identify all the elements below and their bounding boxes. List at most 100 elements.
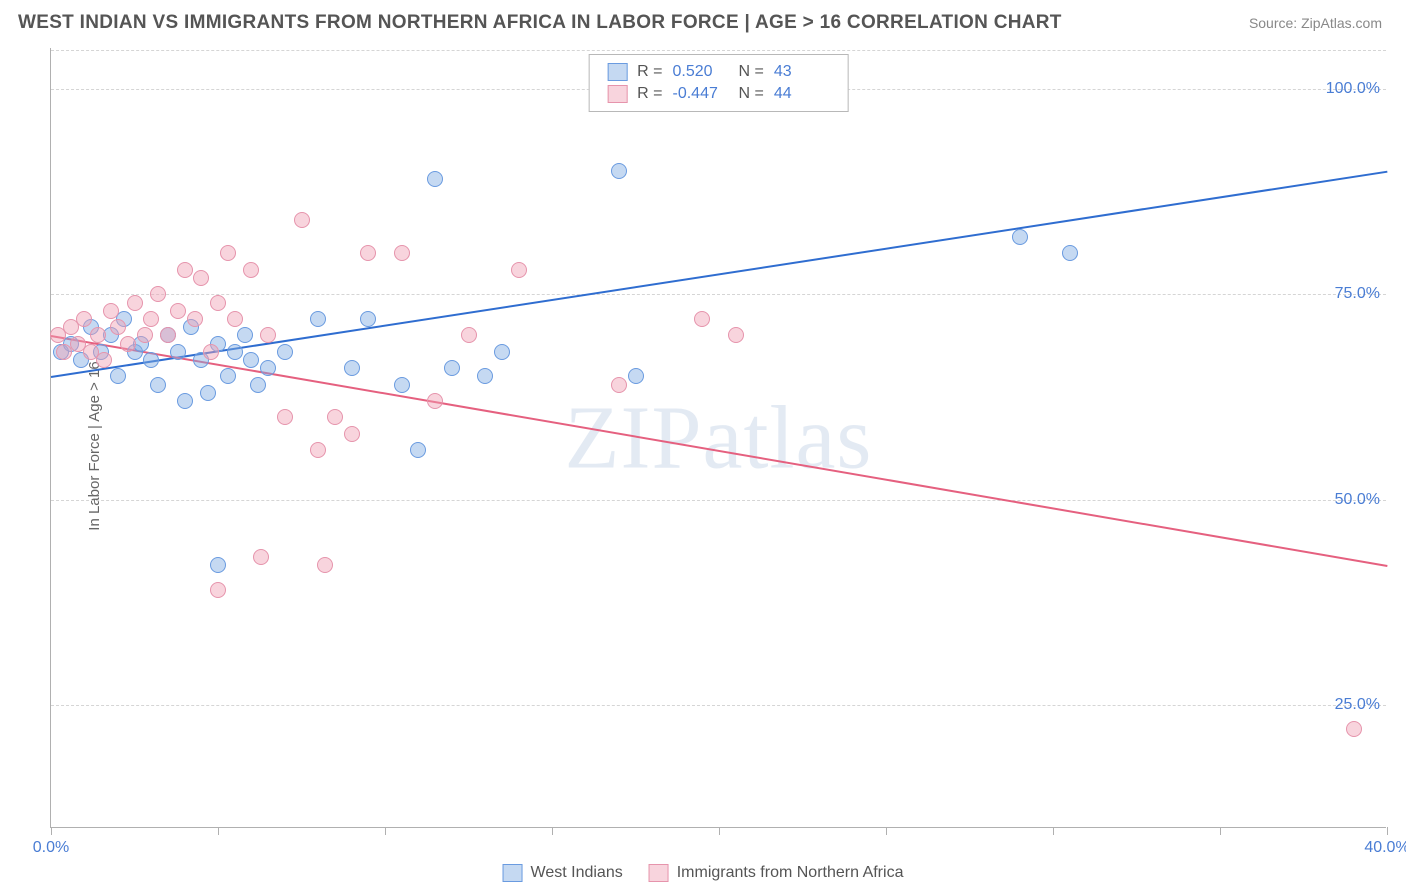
- data-point-west_indians: [344, 360, 360, 376]
- x-tick: [1220, 827, 1221, 835]
- watermark-text: ZIPatlas: [565, 386, 873, 489]
- data-point-west_indians: [260, 360, 276, 376]
- chart-plot-area: ZIPatlas 25.0%50.0%75.0%100.0%0.0%40.0%R…: [50, 48, 1386, 828]
- stat-label-n: N =: [739, 63, 764, 81]
- stat-label-r: R =: [637, 63, 662, 81]
- y-tick-label: 75.0%: [1335, 285, 1380, 303]
- chart-header: WEST INDIAN VS IMMIGRANTS FROM NORTHERN …: [0, 0, 1406, 40]
- x-tick: [51, 827, 52, 835]
- data-point-northern_africa: [150, 286, 166, 302]
- data-point-west_indians: [177, 393, 193, 409]
- footer-legend: West Indians Immigrants from Northern Af…: [503, 864, 904, 882]
- data-point-northern_africa: [728, 327, 744, 343]
- y-tick-label: 50.0%: [1335, 491, 1380, 509]
- data-point-northern_africa: [277, 409, 293, 425]
- data-point-northern_africa: [187, 311, 203, 327]
- stats-row-west_indians: R = 0.520 N = 43: [607, 61, 830, 83]
- legend-item-northern-africa: Immigrants from Northern Africa: [649, 864, 904, 882]
- y-tick-label: 25.0%: [1335, 696, 1380, 714]
- data-point-northern_africa: [193, 270, 209, 286]
- data-point-northern_africa: [461, 327, 477, 343]
- stat-value-r: 0.520: [673, 63, 729, 81]
- data-point-northern_africa: [694, 311, 710, 327]
- data-point-west_indians: [394, 377, 410, 393]
- gridline-h: [51, 50, 1386, 51]
- x-tick: [719, 827, 720, 835]
- data-point-northern_africa: [310, 442, 326, 458]
- gridline-h: [51, 500, 1386, 501]
- stats-swatch: [607, 63, 627, 81]
- data-point-west_indians: [427, 171, 443, 187]
- data-point-west_indians: [444, 360, 460, 376]
- data-point-northern_africa: [360, 245, 376, 261]
- data-point-west_indians: [243, 352, 259, 368]
- x-tick-label: 0.0%: [33, 839, 69, 857]
- source-label: Source: ZipAtlas.com: [1249, 15, 1382, 31]
- data-point-northern_africa: [127, 295, 143, 311]
- data-point-northern_africa: [394, 245, 410, 261]
- data-point-northern_africa: [110, 319, 126, 335]
- x-tick: [552, 827, 553, 835]
- x-tick: [385, 827, 386, 835]
- data-point-northern_africa: [170, 303, 186, 319]
- data-point-west_indians: [227, 344, 243, 360]
- stat-value-r: -0.447: [673, 85, 729, 103]
- data-point-northern_africa: [344, 426, 360, 442]
- x-tick: [1053, 827, 1054, 835]
- data-point-west_indians: [360, 311, 376, 327]
- data-point-west_indians: [611, 163, 627, 179]
- data-point-west_indians: [410, 442, 426, 458]
- x-tick: [1387, 827, 1388, 835]
- data-point-west_indians: [143, 352, 159, 368]
- data-point-west_indians: [150, 377, 166, 393]
- data-point-northern_africa: [210, 295, 226, 311]
- data-point-west_indians: [1012, 229, 1028, 245]
- data-point-northern_africa: [243, 262, 259, 278]
- data-point-northern_africa: [427, 393, 443, 409]
- data-point-northern_africa: [317, 557, 333, 573]
- data-point-northern_africa: [103, 303, 119, 319]
- legend-swatch-pink: [649, 864, 669, 882]
- stat-value-n: 44: [774, 85, 830, 103]
- stats-box: R = 0.520 N = 43R = -0.447 N = 44: [588, 54, 849, 112]
- trend-line-northern_africa: [51, 335, 1387, 567]
- data-point-northern_africa: [260, 327, 276, 343]
- legend-label: Immigrants from Northern Africa: [677, 864, 904, 882]
- data-point-northern_africa: [177, 262, 193, 278]
- stats-swatch: [607, 85, 627, 103]
- data-point-northern_africa: [137, 327, 153, 343]
- data-point-northern_africa: [90, 327, 106, 343]
- data-point-northern_africa: [220, 245, 236, 261]
- y-tick-label: 100.0%: [1326, 80, 1380, 98]
- x-tick-label: 40.0%: [1364, 839, 1406, 857]
- stat-value-n: 43: [774, 63, 830, 81]
- data-point-west_indians: [277, 344, 293, 360]
- data-point-northern_africa: [120, 336, 136, 352]
- data-point-northern_africa: [253, 549, 269, 565]
- data-point-west_indians: [110, 368, 126, 384]
- legend-label: West Indians: [531, 864, 623, 882]
- data-point-northern_africa: [511, 262, 527, 278]
- data-point-northern_africa: [210, 582, 226, 598]
- data-point-west_indians: [628, 368, 644, 384]
- x-tick: [886, 827, 887, 835]
- data-point-west_indians: [494, 344, 510, 360]
- legend-item-west-indians: West Indians: [503, 864, 623, 882]
- data-point-northern_africa: [160, 327, 176, 343]
- data-point-west_indians: [1062, 245, 1078, 261]
- data-point-west_indians: [250, 377, 266, 393]
- data-point-northern_africa: [143, 311, 159, 327]
- legend-swatch-blue: [503, 864, 523, 882]
- data-point-west_indians: [200, 385, 216, 401]
- data-point-northern_africa: [76, 311, 92, 327]
- data-point-west_indians: [477, 368, 493, 384]
- stat-label-n: N =: [739, 85, 764, 103]
- data-point-northern_africa: [327, 409, 343, 425]
- stats-row-northern_africa: R =-0.447N =44: [607, 83, 830, 105]
- data-point-west_indians: [210, 557, 226, 573]
- x-tick: [218, 827, 219, 835]
- data-point-west_indians: [310, 311, 326, 327]
- data-point-northern_africa: [1346, 721, 1362, 737]
- gridline-h: [51, 705, 1386, 706]
- data-point-northern_africa: [203, 344, 219, 360]
